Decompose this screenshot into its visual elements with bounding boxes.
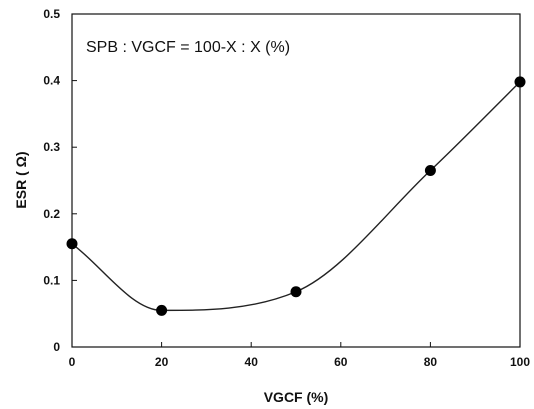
y-tick-labels: 0 0.1 0.2 0.3 0.4 0.5 — [43, 7, 60, 354]
x-tick-label: 20 — [155, 355, 169, 369]
x-tick-label: 80 — [424, 355, 438, 369]
y-tick-label: 0 — [53, 340, 60, 354]
series-markers — [66, 76, 526, 316]
series-curve — [71, 81, 521, 312]
y-tick-label: 0.5 — [43, 7, 60, 21]
data-point — [66, 238, 78, 250]
plot-frame — [71, 13, 521, 348]
x-tick-label: 60 — [334, 355, 348, 369]
x-tick-label: 100 — [510, 355, 530, 369]
y-tick-label: 0.4 — [43, 74, 60, 88]
tick-marks — [71, 13, 521, 348]
data-point — [424, 165, 436, 177]
data-point — [514, 76, 526, 88]
x-axis-label: VGCF (%) — [264, 389, 329, 405]
y-tick-label: 0.2 — [43, 207, 60, 221]
x-tick-labels: 0 20 40 60 80 100 — [69, 355, 531, 369]
data-point — [290, 286, 302, 298]
y-axis-label: ESR ( Ω) — [13, 151, 29, 208]
y-tick-label: 0.3 — [43, 140, 60, 154]
y-tick-label: 0.1 — [43, 273, 60, 287]
x-tick-label: 40 — [245, 355, 259, 369]
data-point — [156, 304, 168, 316]
x-tick-label: 0 — [69, 355, 76, 369]
annotation-text: SPB : VGCF = 100-X : X (%) — [86, 39, 290, 56]
